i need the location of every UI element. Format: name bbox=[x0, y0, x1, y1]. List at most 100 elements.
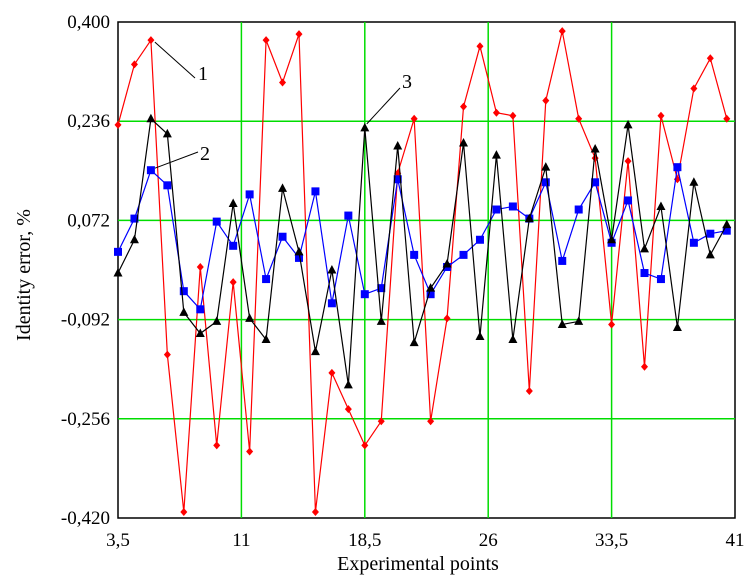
series-3-point bbox=[705, 249, 715, 259]
series-3-point bbox=[327, 265, 337, 274]
x-axis-label: Experimental points bbox=[337, 553, 499, 575]
series-2-point bbox=[344, 211, 353, 220]
series-1-point bbox=[525, 386, 533, 395]
series-2-point bbox=[212, 217, 221, 226]
callout-label-3: 3 bbox=[402, 71, 412, 93]
series-3-point bbox=[376, 316, 386, 325]
series-1-point bbox=[723, 114, 731, 123]
series-1-point bbox=[114, 120, 122, 129]
series-1-point bbox=[641, 362, 649, 371]
series-3-point bbox=[278, 183, 288, 192]
x-tick-label: 3,5 bbox=[106, 530, 130, 551]
series-3-point bbox=[146, 113, 156, 123]
series-2-point bbox=[492, 205, 501, 214]
series-3-point bbox=[508, 334, 518, 344]
series-1-point bbox=[509, 111, 517, 120]
series-3-point bbox=[129, 234, 139, 244]
series-1-point bbox=[706, 54, 714, 63]
series-1-point bbox=[575, 114, 583, 123]
y-tick-label: 0,072 bbox=[67, 210, 110, 231]
series-2-point bbox=[229, 241, 238, 250]
callout-leader-1 bbox=[154, 41, 196, 79]
series-3-point bbox=[162, 128, 172, 138]
series-1-line bbox=[117, 30, 728, 513]
series-1-point bbox=[180, 507, 188, 516]
series-1-point bbox=[492, 108, 500, 117]
x-tick-label: 33,5 bbox=[595, 530, 628, 551]
series-3-point bbox=[491, 150, 501, 159]
series-2-point bbox=[475, 235, 484, 244]
series-layer bbox=[113, 27, 732, 516]
series-3-point bbox=[442, 258, 452, 268]
series-3-point bbox=[343, 379, 353, 389]
plot-area bbox=[117, 21, 736, 519]
series-1-point bbox=[163, 350, 171, 359]
series-3-point bbox=[590, 144, 600, 153]
x-tick-label: 11 bbox=[232, 530, 250, 551]
series-2-point bbox=[377, 284, 386, 293]
y-tick-label: 0,236 bbox=[67, 111, 110, 132]
series-3-point bbox=[393, 141, 403, 150]
y-axis-label: Identity error, % bbox=[13, 209, 35, 341]
series-1-point bbox=[542, 96, 550, 105]
series-2-point bbox=[508, 202, 517, 211]
series-1-point bbox=[213, 441, 221, 450]
series-3-point bbox=[228, 198, 238, 207]
series-2-point bbox=[574, 205, 583, 214]
series-callouts: 1 2 3 bbox=[154, 41, 412, 169]
series-3-point bbox=[245, 313, 255, 322]
series-1-point bbox=[558, 27, 566, 36]
series-1-point bbox=[657, 111, 665, 120]
series-2-point bbox=[196, 305, 205, 314]
series-3-point bbox=[294, 246, 304, 256]
series-2-point bbox=[459, 250, 468, 259]
series-3-line bbox=[117, 117, 728, 386]
series-3-point bbox=[623, 119, 633, 129]
series-3-point bbox=[689, 177, 699, 186]
series-2-point bbox=[179, 287, 188, 296]
series-3-point bbox=[574, 316, 584, 325]
series-2-point bbox=[130, 214, 139, 223]
series-2-point bbox=[163, 181, 172, 190]
series-1-point bbox=[361, 441, 369, 450]
series-1-point bbox=[130, 60, 138, 69]
series-2-point bbox=[360, 290, 369, 299]
series-2-point bbox=[114, 247, 122, 256]
series-2-point bbox=[558, 256, 567, 265]
series-2-point bbox=[327, 299, 336, 308]
series-3-point bbox=[310, 346, 320, 356]
series-3-point bbox=[195, 328, 205, 338]
series-3-point bbox=[672, 322, 682, 331]
y-tick-label: -0,420 bbox=[61, 508, 110, 529]
callout-leader-3 bbox=[366, 87, 401, 125]
series-1-point bbox=[377, 417, 385, 426]
series-3-point bbox=[261, 334, 271, 344]
series-2-point bbox=[624, 196, 633, 205]
x-tick-label: 41 bbox=[726, 530, 745, 551]
plot-frame bbox=[117, 21, 736, 519]
series-3-point bbox=[409, 337, 419, 347]
series-2-point bbox=[706, 229, 715, 238]
series-2-point bbox=[426, 290, 435, 299]
y-tick-label: -0,092 bbox=[61, 310, 110, 331]
series-1-point bbox=[460, 102, 468, 111]
series-3-point bbox=[459, 137, 469, 147]
callout-label-1: 1 bbox=[198, 63, 208, 85]
series-2-point bbox=[591, 178, 600, 187]
series-2-point bbox=[294, 253, 303, 262]
series-2-point bbox=[311, 187, 320, 196]
series-1-point bbox=[476, 42, 484, 51]
series-1-point bbox=[279, 78, 287, 87]
series-1-point bbox=[690, 84, 698, 93]
series-2-point bbox=[278, 232, 287, 241]
series-3-point bbox=[360, 122, 370, 132]
series-2-point bbox=[146, 166, 155, 175]
callout-label-2: 2 bbox=[200, 143, 210, 165]
series-1-point bbox=[196, 262, 204, 271]
series-3-point bbox=[557, 319, 567, 328]
series-2-point bbox=[393, 175, 402, 184]
y-tick-label: -0,256 bbox=[61, 409, 110, 430]
series-1-point bbox=[262, 36, 270, 45]
series-1-point bbox=[427, 417, 435, 426]
